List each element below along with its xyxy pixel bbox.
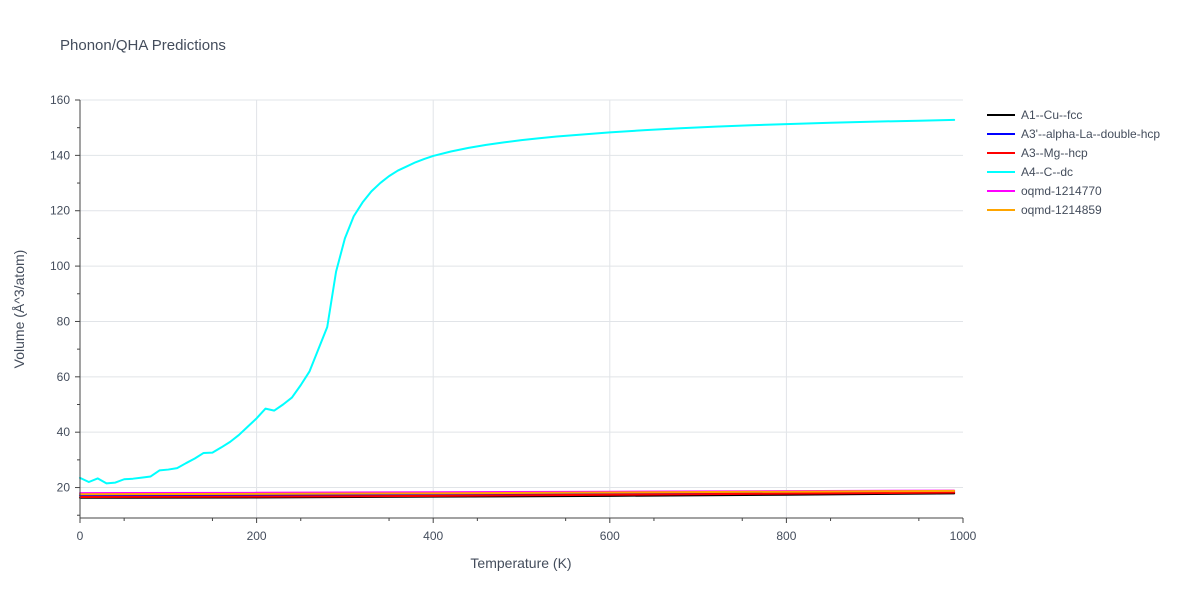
y-tick-label: 20 — [57, 481, 71, 495]
legend-item[interactable]: A4--C--dc — [987, 165, 1073, 179]
y-tick-label: 100 — [50, 259, 70, 273]
legend-label: oqmd-1214859 — [1021, 203, 1102, 217]
grid-lines — [80, 99, 963, 518]
series-line-a4-c-dc — [79, 118, 956, 485]
legend-label: A4--C--dc — [1021, 165, 1073, 179]
chart-title: Phonon/QHA Predictions — [60, 37, 226, 54]
y-tick-label: 80 — [57, 314, 71, 328]
y-tick-label: 140 — [50, 148, 70, 162]
y-tick-label: 40 — [57, 425, 71, 439]
legend-item[interactable]: A1--Cu--fcc — [987, 108, 1082, 122]
x-tick-label: 0 — [77, 529, 84, 543]
legend-label: A3--Mg--hcp — [1021, 146, 1088, 160]
legend-item[interactable]: A3--Mg--hcp — [987, 146, 1088, 160]
legend-label: A1--Cu--fcc — [1021, 108, 1082, 122]
legend[interactable]: A1--Cu--fcc A3'--alpha-La--double-hcp A3--… — [987, 108, 1160, 217]
x-tick-label: 800 — [776, 529, 796, 543]
series-line-a3-mg-hcp — [79, 491, 956, 498]
y-tick-label: 60 — [57, 370, 71, 384]
legend-item[interactable]: A3'--alpha-La--double-hcp — [987, 127, 1160, 141]
x-tick-label: 1000 — [950, 529, 977, 543]
y-axis-title: Volume (Å^3/atom) — [11, 250, 27, 369]
series-layer — [79, 118, 956, 499]
legend-label: oqmd-1214770 — [1021, 184, 1102, 198]
x-tick-label: 400 — [423, 529, 443, 543]
y-tick-label: 160 — [50, 93, 70, 107]
y-tick-label: 120 — [50, 204, 70, 218]
axes — [75, 99, 964, 523]
legend-item[interactable]: oqmd-1214859 — [987, 203, 1102, 217]
x-tick-label: 200 — [247, 529, 267, 543]
x-axis-title: Temperature (K) — [470, 555, 571, 571]
series-line-oqmd-1214859 — [79, 489, 956, 496]
legend-item[interactable]: oqmd-1214770 — [987, 184, 1102, 198]
tick-labels: 0 200 400 600 800 1000 20 40 60 80 100 120 140 160 — [50, 93, 977, 543]
x-tick-label: 600 — [600, 529, 620, 543]
legend-label: A3'--alpha-La--double-hcp — [1021, 127, 1160, 141]
